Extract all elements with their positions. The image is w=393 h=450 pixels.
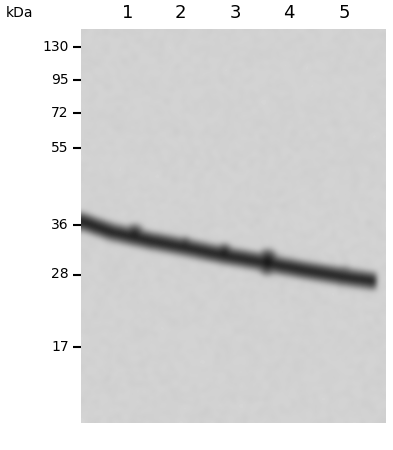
Text: 55: 55 xyxy=(51,140,69,155)
Text: 130: 130 xyxy=(42,40,69,54)
Text: 28: 28 xyxy=(51,267,69,282)
Text: 5: 5 xyxy=(338,4,350,22)
Text: 2: 2 xyxy=(175,4,187,22)
Text: 95: 95 xyxy=(51,73,69,87)
Text: 72: 72 xyxy=(51,106,69,121)
Text: 3: 3 xyxy=(230,4,242,22)
Text: 36: 36 xyxy=(51,218,69,232)
Text: 4: 4 xyxy=(283,4,295,22)
Text: 1: 1 xyxy=(122,4,133,22)
Text: kDa: kDa xyxy=(6,5,33,20)
Text: 17: 17 xyxy=(51,340,69,355)
